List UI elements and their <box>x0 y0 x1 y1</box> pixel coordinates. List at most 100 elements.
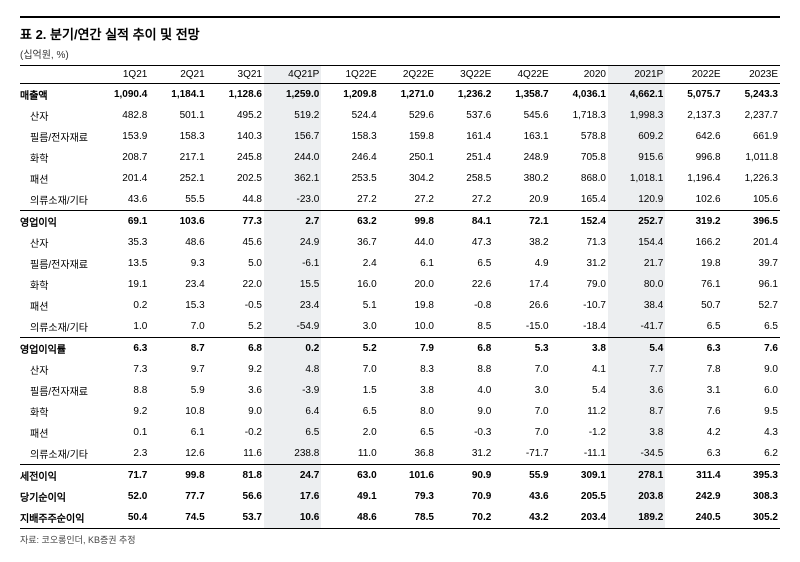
cell: 1,226.3 <box>723 168 780 189</box>
cell: 16.0 <box>321 274 378 295</box>
cell: 5.2 <box>321 338 378 360</box>
cell: 52.7 <box>723 295 780 316</box>
cell: 20.0 <box>379 274 436 295</box>
cell: 319.2 <box>665 211 722 233</box>
cell: 9.0 <box>436 401 493 422</box>
cell: 0.2 <box>92 295 149 316</box>
cell: 6.8 <box>207 338 264 360</box>
cell: 39.7 <box>723 253 780 274</box>
cell: 6.5 <box>321 401 378 422</box>
cell: 1,209.8 <box>321 84 378 106</box>
cell: 4.3 <box>723 422 780 443</box>
cell: 6.2 <box>723 443 780 465</box>
cell: 495.2 <box>207 105 264 126</box>
cell: 7.0 <box>493 401 550 422</box>
cell: 55.5 <box>149 189 206 211</box>
cell: 19.8 <box>665 253 722 274</box>
cell: 50.7 <box>665 295 722 316</box>
cell: 56.6 <box>207 486 264 507</box>
cell: -34.5 <box>608 443 665 465</box>
cell: 70.9 <box>436 486 493 507</box>
cell: 90.9 <box>436 465 493 487</box>
cell: 258.5 <box>436 168 493 189</box>
cell: 63.0 <box>321 465 378 487</box>
cell: 26.6 <box>493 295 550 316</box>
col-header: 4Q21P <box>264 66 321 84</box>
cell: 311.4 <box>665 465 722 487</box>
cell: 380.2 <box>493 168 550 189</box>
cell: 24.7 <box>264 465 321 487</box>
cell: 1,259.0 <box>264 84 321 106</box>
cell: 396.5 <box>723 211 780 233</box>
cell: 5.3 <box>493 338 550 360</box>
cell: 79.3 <box>379 486 436 507</box>
col-header: 2Q22E <box>379 66 436 84</box>
row-label: 의류소재/기타 <box>20 443 92 465</box>
cell: 99.8 <box>149 465 206 487</box>
cell: 7.0 <box>493 422 550 443</box>
cell: 22.6 <box>436 274 493 295</box>
col-header: 1Q22E <box>321 66 378 84</box>
cell: 5.2 <box>207 316 264 338</box>
cell: 248.9 <box>493 147 550 168</box>
cell: 305.2 <box>723 507 780 529</box>
cell: 49.1 <box>321 486 378 507</box>
cell: 105.6 <box>723 189 780 211</box>
cell: 7.0 <box>321 359 378 380</box>
cell: 31.2 <box>436 443 493 465</box>
cell: 242.9 <box>665 486 722 507</box>
table-row: 당기순이익52.077.756.617.649.179.370.943.6205… <box>20 486 780 507</box>
cell: 208.7 <box>92 147 149 168</box>
cell: 48.6 <box>321 507 378 529</box>
cell: 4,662.1 <box>608 84 665 106</box>
cell: 203.8 <box>608 486 665 507</box>
row-label: 세전이익 <box>20 465 92 487</box>
cell: 159.8 <box>379 126 436 147</box>
cell: 47.3 <box>436 232 493 253</box>
cell: 202.5 <box>207 168 264 189</box>
cell: 71.3 <box>551 232 608 253</box>
row-label: 화학 <box>20 401 92 422</box>
cell: 13.5 <box>92 253 149 274</box>
cell: 203.4 <box>551 507 608 529</box>
table-row: 산자35.348.645.624.936.744.047.338.271.315… <box>20 232 780 253</box>
cell: 705.8 <box>551 147 608 168</box>
row-label: 패션 <box>20 168 92 189</box>
row-label: 산자 <box>20 232 92 253</box>
cell: 5.0 <box>207 253 264 274</box>
cell: 244.0 <box>264 147 321 168</box>
cell: 71.7 <box>92 465 149 487</box>
cell: 7.0 <box>149 316 206 338</box>
table-row: 패션0.215.3-0.523.45.119.8-0.826.6-10.738.… <box>20 295 780 316</box>
cell: 6.4 <box>264 401 321 422</box>
cell: 609.2 <box>608 126 665 147</box>
cell: -54.9 <box>264 316 321 338</box>
table-row: 필름/전자재료8.85.93.6-3.91.53.84.03.05.43.63.… <box>20 380 780 401</box>
cell: 4,036.1 <box>551 84 608 106</box>
cell: 1,090.4 <box>92 84 149 106</box>
cell: -18.4 <box>551 316 608 338</box>
table-row: 패션0.16.1-0.26.52.06.5-0.37.0-1.23.84.24.… <box>20 422 780 443</box>
col-header: 3Q22E <box>436 66 493 84</box>
cell: 27.2 <box>321 189 378 211</box>
col-header: 2Q21 <box>149 66 206 84</box>
cell: 9.7 <box>149 359 206 380</box>
cell: 8.0 <box>379 401 436 422</box>
cell: 84.1 <box>436 211 493 233</box>
row-label: 영업이익률 <box>20 338 92 360</box>
cell: 158.3 <box>321 126 378 147</box>
cell: 1,011.8 <box>723 147 780 168</box>
row-label: 필름/전자재료 <box>20 253 92 274</box>
cell: -71.7 <box>493 443 550 465</box>
cell: 6.5 <box>723 316 780 338</box>
row-label: 화학 <box>20 274 92 295</box>
cell: 156.7 <box>264 126 321 147</box>
cell: 11.2 <box>551 401 608 422</box>
cell: 915.6 <box>608 147 665 168</box>
cell: 578.8 <box>551 126 608 147</box>
cell: -0.3 <box>436 422 493 443</box>
cell: 3.8 <box>379 380 436 401</box>
cell: 21.7 <box>608 253 665 274</box>
cell: 7.0 <box>493 359 550 380</box>
cell: 48.6 <box>149 232 206 253</box>
